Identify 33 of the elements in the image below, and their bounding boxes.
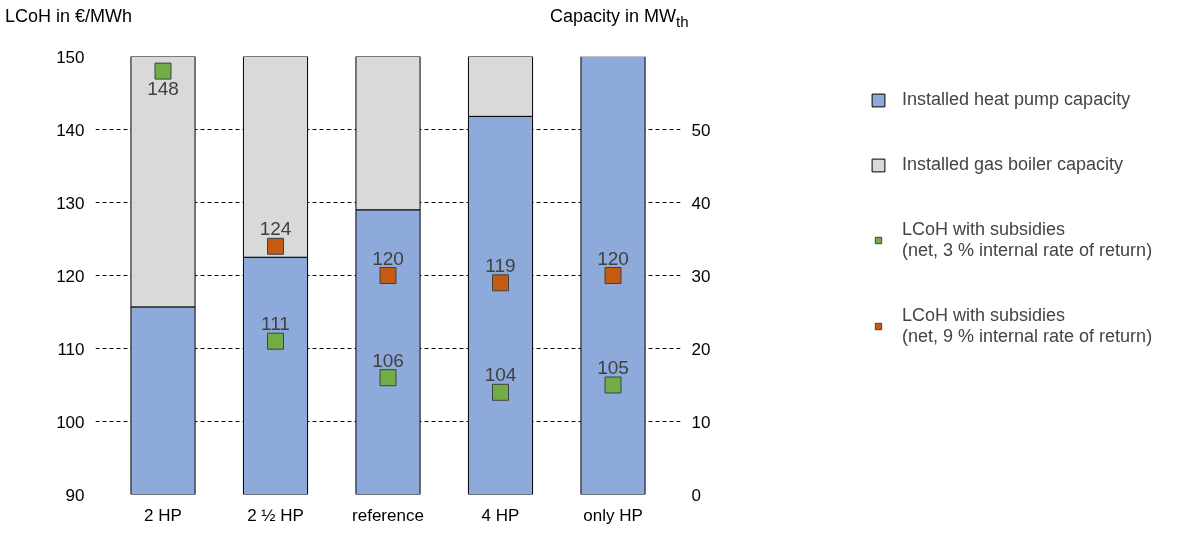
- data-label: 148: [147, 78, 179, 100]
- data-label: 105: [597, 357, 629, 378]
- y-tick-label: 140: [56, 120, 85, 140]
- data-label: 124: [259, 218, 292, 240]
- y2-tick-label: 50: [691, 120, 711, 140]
- y2-tick-label: 30: [691, 266, 711, 286]
- y-tick-label: 150: [56, 47, 85, 67]
- y-tick-label: 130: [56, 193, 85, 213]
- y-tick-label: 120: [56, 266, 85, 286]
- data-label: 104: [484, 364, 517, 386]
- data-label: 120: [597, 247, 629, 269]
- y2-tick-label: 10: [691, 412, 711, 432]
- legend-label: LCoH with subsidies (net, 9 % internal rate of return): [902, 305, 1153, 347]
- data-label: 119: [485, 254, 516, 276]
- legend-label: LCoH with subsidies (net, 3 % internal rate of return): [902, 219, 1153, 261]
- y-tick-label: 100: [56, 412, 85, 432]
- y-axis-title: LCoH in €/MWh: [5, 5, 133, 28]
- data-label: 111: [261, 313, 290, 335]
- legend-label: Installed gas boiler capacity: [902, 154, 1124, 175]
- y-tick-label: 110: [57, 339, 85, 359]
- y2-tick-label: 40: [691, 193, 711, 213]
- x-tick-label: reference: [352, 505, 424, 525]
- x-tick-label: 2 HP: [144, 505, 182, 525]
- y2-axis-title: Capacity in MW$_{th}$: [550, 5, 689, 32]
- x-tick-label: only HP: [583, 505, 643, 525]
- x-tick-label: 4 HP: [481, 505, 520, 525]
- legend-label: Installed heat pump capacity: [902, 89, 1131, 110]
- data-label: 106: [372, 349, 404, 371]
- y2-tick-label: 0: [691, 485, 701, 505]
- y-tick-label: 90: [65, 485, 85, 505]
- y2-tick-label: 20: [691, 339, 711, 359]
- x-tick-label: 2 ½ HP: [247, 505, 304, 525]
- data-label: 120: [372, 247, 404, 269]
